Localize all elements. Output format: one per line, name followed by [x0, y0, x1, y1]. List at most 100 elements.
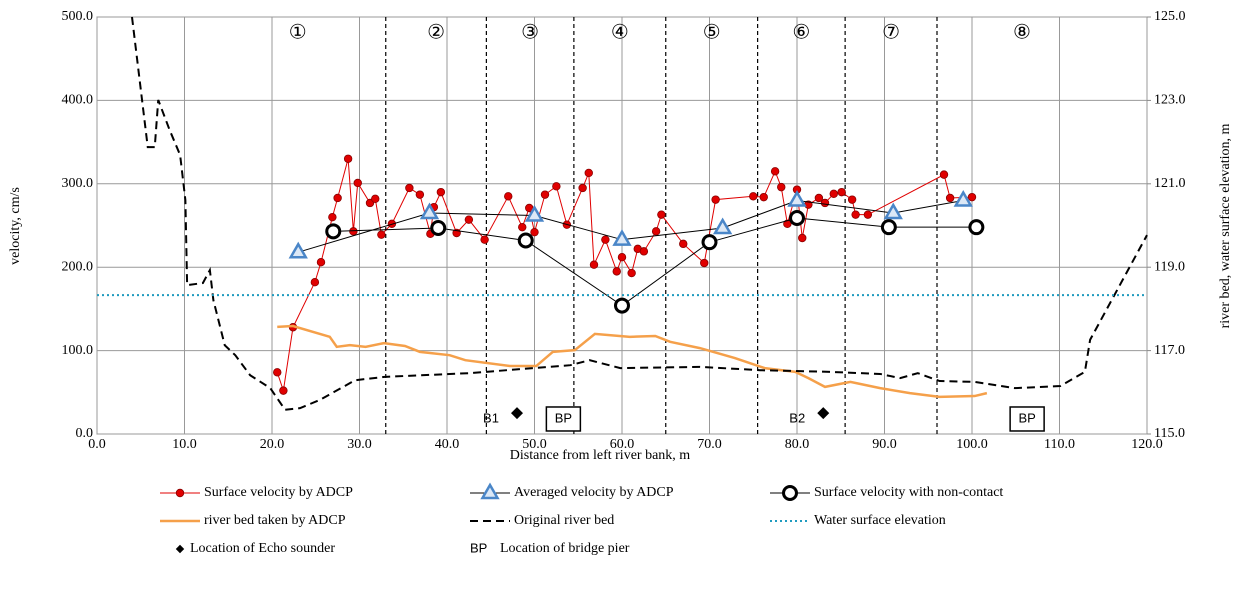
legend-label: Surface velocity by ADCP [204, 485, 353, 500]
series-line [131, 16, 1148, 411]
data-point [614, 297, 630, 314]
section-label: ④ [611, 22, 629, 44]
data-point [436, 187, 446, 197]
data-point [545, 406, 582, 432]
data-point [325, 223, 342, 240]
section-label: ③ [521, 22, 539, 44]
data-point [328, 212, 337, 222]
y-axis-title: velocity, cm/s [8, 187, 23, 265]
data-point [701, 234, 718, 251]
point-label: B1 [483, 411, 499, 426]
data-point [945, 193, 955, 203]
data-point [288, 241, 308, 259]
series-line [298, 199, 964, 253]
legend-label: Location of bridge pier [500, 541, 630, 556]
x-tick-label: 50.0 [522, 437, 547, 452]
section-label: ⑧ [1013, 22, 1031, 44]
data-point [814, 193, 824, 203]
marker-text: BP [555, 410, 572, 425]
y-tick-label: 500.0 [62, 9, 94, 24]
y-tick-label: 100.0 [62, 343, 94, 358]
data-point [700, 258, 709, 268]
data-point [968, 219, 985, 236]
series-line [277, 324, 988, 399]
legend-marker [175, 544, 185, 554]
data-point [749, 192, 758, 201]
x-tick-label: 0.0 [88, 437, 106, 452]
data-point [316, 257, 326, 267]
x-tick-label: 90.0 [872, 437, 897, 452]
data-point [851, 210, 860, 219]
legend-marker [480, 482, 500, 500]
legend-label: Water surface elevation [814, 513, 946, 528]
data-point [504, 192, 513, 201]
data-point [578, 183, 587, 193]
x-tick-label: 70.0 [697, 437, 722, 452]
data-point [552, 182, 561, 191]
data-point [711, 195, 720, 204]
series-line [333, 217, 977, 307]
data-point [798, 233, 807, 243]
data-point [464, 215, 474, 224]
data-point [679, 239, 688, 249]
legend-symbol-text: BP [470, 540, 487, 555]
data-point [939, 170, 949, 179]
data-point [589, 260, 599, 269]
data-point [353, 178, 362, 188]
data-point [480, 235, 489, 244]
x-tick-label: 110.0 [1044, 437, 1075, 452]
x-tick-label: 100.0 [956, 437, 988, 452]
x-tick-label: 20.0 [260, 437, 285, 452]
data-point [783, 219, 792, 229]
y2-tick-label: 115.0 [1154, 426, 1185, 441]
data-point [863, 210, 873, 219]
section-label: ② [427, 22, 445, 44]
data-point [518, 222, 527, 232]
y2-axis-title: river bed, water surface elevation, m [1218, 123, 1233, 328]
data-point [712, 217, 733, 235]
data-point [829, 189, 838, 199]
legend-label: Surface velocity with non-contact [814, 485, 1003, 500]
data-point [584, 168, 593, 178]
y2-tick-label: 123.0 [1154, 93, 1186, 108]
data-point [789, 209, 805, 226]
data-point [279, 386, 288, 395]
data-point [847, 195, 857, 204]
data-point [371, 194, 380, 204]
legend-label: Location of Echo sounder [190, 541, 335, 556]
data-point [405, 183, 414, 193]
y-tick-label: 0.0 [76, 426, 94, 441]
x-tick-label: 30.0 [347, 437, 372, 452]
legend-label: river bed taken by ADCP [204, 513, 346, 528]
data-point [377, 230, 386, 239]
data-point [1009, 406, 1045, 432]
x-tick-label: 120.0 [1131, 437, 1163, 452]
data-point [617, 252, 627, 262]
data-point [787, 189, 807, 207]
y-tick-label: 300.0 [62, 176, 94, 191]
data-point [759, 192, 768, 202]
x-tick-label: 80.0 [785, 437, 810, 452]
x-tick-label: 40.0 [435, 437, 460, 452]
data-point [953, 189, 973, 207]
data-point [310, 278, 320, 287]
data-point [883, 202, 903, 220]
marker-text: BP [1018, 410, 1035, 425]
data-point [770, 167, 780, 176]
data-point [639, 247, 649, 256]
data-point [967, 192, 977, 202]
section-label: ⑤ [703, 22, 721, 44]
legend-marker [175, 488, 185, 498]
legend-label: Averaged velocity by ADCP [514, 485, 674, 500]
x-tick-label: 10.0 [172, 437, 197, 452]
series-line [276, 158, 973, 391]
data-point [612, 229, 632, 246]
section-label: ⑥ [792, 22, 810, 44]
x-axis-title: Distance from left river bank, m [510, 448, 690, 463]
point-label: B2 [789, 411, 805, 426]
data-point [419, 202, 440, 220]
data-point [273, 368, 282, 377]
y2-tick-label: 119.0 [1154, 259, 1185, 274]
